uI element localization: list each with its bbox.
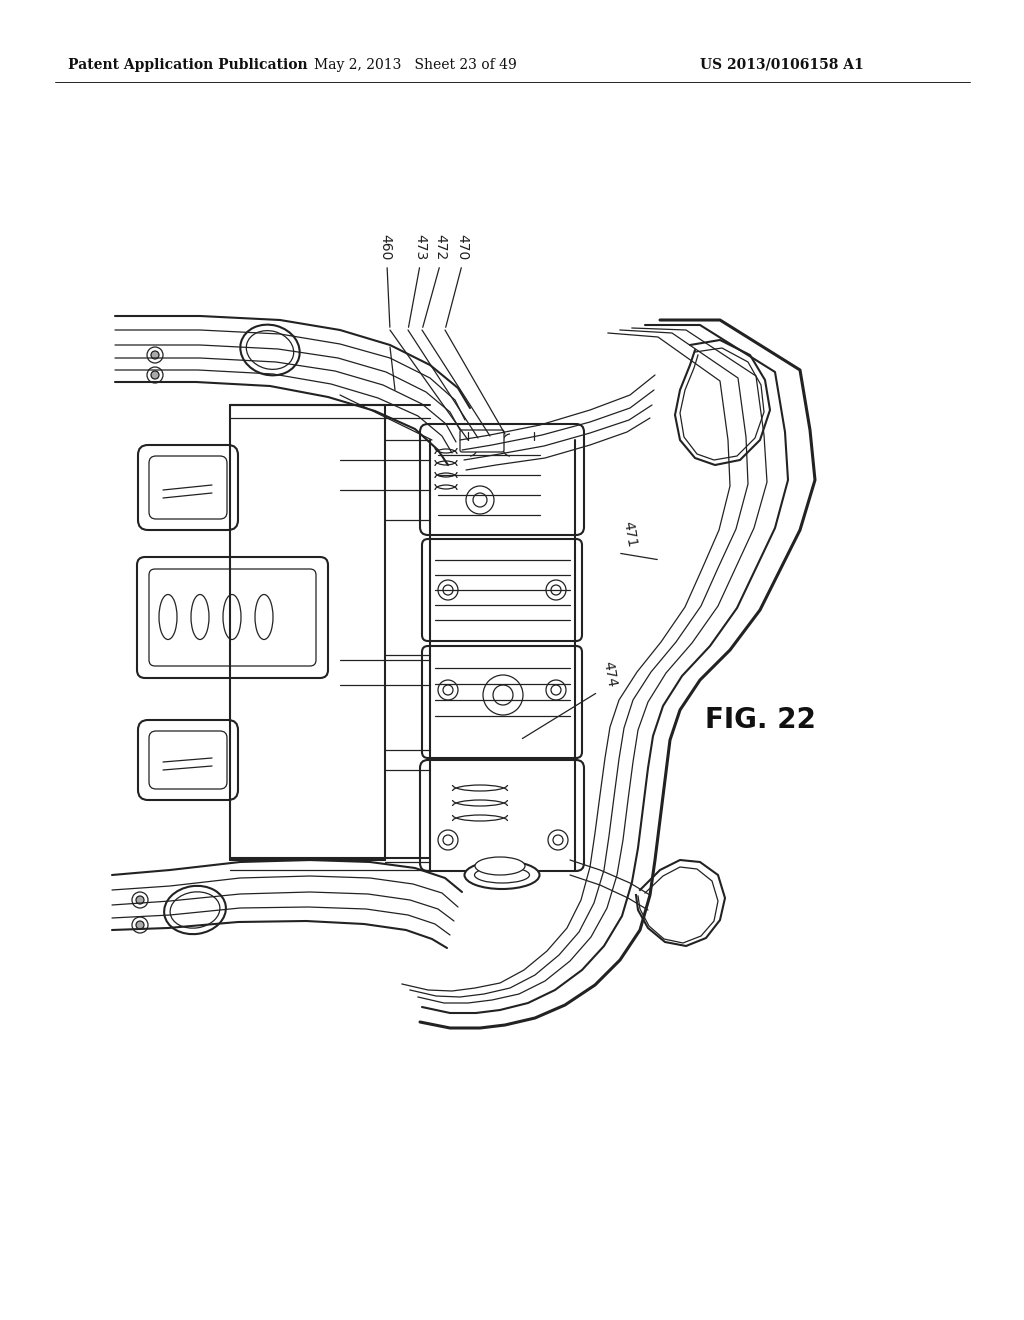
FancyBboxPatch shape [420, 424, 584, 535]
Circle shape [438, 579, 458, 601]
FancyBboxPatch shape [420, 760, 584, 871]
Text: 474: 474 [600, 660, 618, 688]
FancyBboxPatch shape [150, 569, 316, 667]
Circle shape [548, 830, 568, 850]
Circle shape [546, 680, 566, 700]
Circle shape [136, 896, 144, 904]
Circle shape [147, 367, 163, 383]
Circle shape [551, 685, 561, 696]
Circle shape [466, 486, 494, 513]
Ellipse shape [475, 857, 525, 875]
Circle shape [443, 585, 453, 595]
Circle shape [132, 917, 148, 933]
Circle shape [551, 585, 561, 595]
Text: 470: 470 [455, 234, 469, 260]
Circle shape [443, 685, 453, 696]
Circle shape [493, 685, 513, 705]
FancyBboxPatch shape [138, 719, 238, 800]
FancyBboxPatch shape [460, 430, 504, 451]
Text: 471: 471 [620, 520, 638, 548]
Circle shape [151, 351, 159, 359]
Ellipse shape [465, 861, 540, 888]
Circle shape [151, 371, 159, 379]
Circle shape [136, 921, 144, 929]
FancyBboxPatch shape [138, 445, 238, 531]
Circle shape [147, 347, 163, 363]
FancyBboxPatch shape [422, 645, 582, 758]
Circle shape [443, 836, 453, 845]
Circle shape [438, 680, 458, 700]
Circle shape [483, 675, 523, 715]
Text: FIG. 22: FIG. 22 [705, 706, 815, 734]
Circle shape [132, 892, 148, 908]
Text: Patent Application Publication: Patent Application Publication [68, 58, 307, 73]
Text: 460: 460 [378, 234, 392, 260]
Circle shape [553, 836, 563, 845]
Text: US 2013/0106158 A1: US 2013/0106158 A1 [700, 58, 864, 73]
FancyBboxPatch shape [422, 539, 582, 642]
FancyBboxPatch shape [137, 557, 328, 678]
Circle shape [546, 579, 566, 601]
FancyBboxPatch shape [150, 731, 227, 789]
Text: May 2, 2013   Sheet 23 of 49: May 2, 2013 Sheet 23 of 49 [313, 58, 516, 73]
Circle shape [473, 492, 487, 507]
FancyBboxPatch shape [150, 455, 227, 519]
Circle shape [438, 830, 458, 850]
Ellipse shape [241, 325, 300, 375]
Ellipse shape [164, 886, 226, 935]
Text: 472: 472 [433, 234, 447, 260]
Text: 473: 473 [413, 234, 427, 260]
